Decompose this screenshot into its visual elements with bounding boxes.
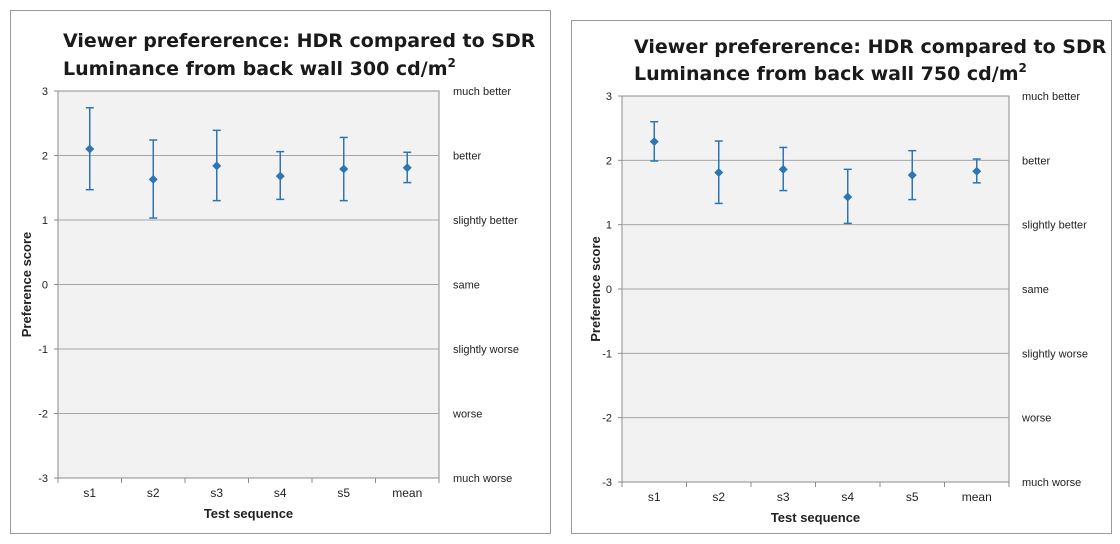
chart2-data-point [649, 137, 659, 147]
chart2-right-label: worse [1021, 413, 1051, 425]
chart1-right-label: same [453, 280, 480, 292]
chart1-right-label: slightly worse [453, 344, 519, 356]
chart2-ytick-label: 1 [606, 220, 612, 232]
chart2-category-label: s1 [648, 490, 661, 504]
chart1-category-label: s5 [337, 486, 350, 500]
chart2-x-axis-title: Test sequence [771, 510, 860, 525]
chart1-ytick-label: 3 [42, 86, 48, 98]
chart2-data-point [972, 166, 982, 176]
chart2-data-point [714, 168, 724, 178]
chart-panel-right: Viewer prefererence: HDR compared to SDR… [571, 20, 1112, 534]
chart1-ytick-label: 0 [42, 280, 48, 292]
chart2-ytick-label: -1 [602, 348, 612, 360]
chart2-right-label: better [1022, 155, 1050, 167]
chart-svg-right: Viewer prefererence: HDR compared to SDR… [588, 36, 1107, 525]
chart1-ytick-label: 1 [42, 215, 48, 227]
chart2-title-line1: Viewer prefererence: HDR compared to SDR [634, 36, 1107, 58]
chart2-category-label: mean [962, 490, 992, 504]
chart1-title-superscript: 2 [448, 56, 456, 70]
chart1-ytick-label: -2 [38, 409, 48, 421]
chart1-right-label: better [453, 151, 481, 163]
chart2-data-point [907, 170, 917, 180]
chart-svg-left: Viewer prefererence: HDR compared to SDR… [19, 30, 536, 521]
chart1-data-point [402, 163, 412, 173]
chart2-category-label: s3 [777, 490, 790, 504]
chart1-category-label: s1 [83, 486, 96, 500]
chart1-data-point [275, 171, 285, 181]
chart2-data-point [778, 164, 788, 174]
chart2-category-label: s2 [712, 490, 725, 504]
chart1-data-point [148, 174, 158, 184]
chart2-title-superscript: 2 [1019, 61, 1027, 75]
chart1-category-label: s4 [274, 486, 287, 500]
chart2-ytick-label: 3 [606, 91, 612, 103]
chart2-right-label: much better [1022, 91, 1080, 103]
chart2-ytick-label: -2 [602, 413, 612, 425]
chart2-ytick-label: -3 [602, 477, 612, 489]
chart1-data-point [85, 144, 95, 154]
chart1-category-label: s2 [147, 486, 160, 500]
chart2-data-point [843, 192, 853, 202]
chart2-ytick-label: 2 [606, 155, 612, 167]
chart2-ytick-label: 0 [606, 284, 612, 296]
chart2-right-label: slightly better [1022, 220, 1087, 232]
chart2-y-axis-title: Preference score [588, 236, 603, 342]
chart1-right-label: worse [452, 409, 482, 421]
chart-panel-left: Viewer prefererence: HDR compared to SDR… [10, 10, 551, 534]
chart1-x-axis-title: Test sequence [204, 506, 293, 521]
chart1-ytick-label: -3 [38, 473, 48, 485]
chart1-right-label: much worse [453, 473, 512, 485]
chart1-category-label: mean [392, 486, 422, 500]
chart1-right-label: much better [453, 86, 511, 98]
chart2-category-label: s4 [841, 490, 854, 504]
chart1-data-point [339, 164, 349, 174]
chart1-category-label: s3 [210, 486, 223, 500]
chart2-right-label: slightly worse [1022, 348, 1088, 360]
chart1-ytick-label: -1 [38, 344, 48, 356]
chart1-ytick-label: 2 [42, 151, 48, 163]
chart1-data-point [212, 161, 222, 171]
chart1-right-label: slightly better [453, 215, 518, 227]
chart1-y-axis-title: Preference score [19, 232, 34, 338]
chart2-right-label: much worse [1022, 477, 1081, 489]
chart1-title-line2: Luminance from back wall 300 cd/m2 [63, 56, 456, 80]
chart2-category-label: s5 [906, 490, 919, 504]
chart2-right-label: same [1022, 284, 1049, 296]
chart1-title-line1: Viewer prefererence: HDR compared to SDR [63, 30, 536, 52]
chart2-title-line2: Luminance from back wall 750 cd/m2 [634, 61, 1027, 85]
